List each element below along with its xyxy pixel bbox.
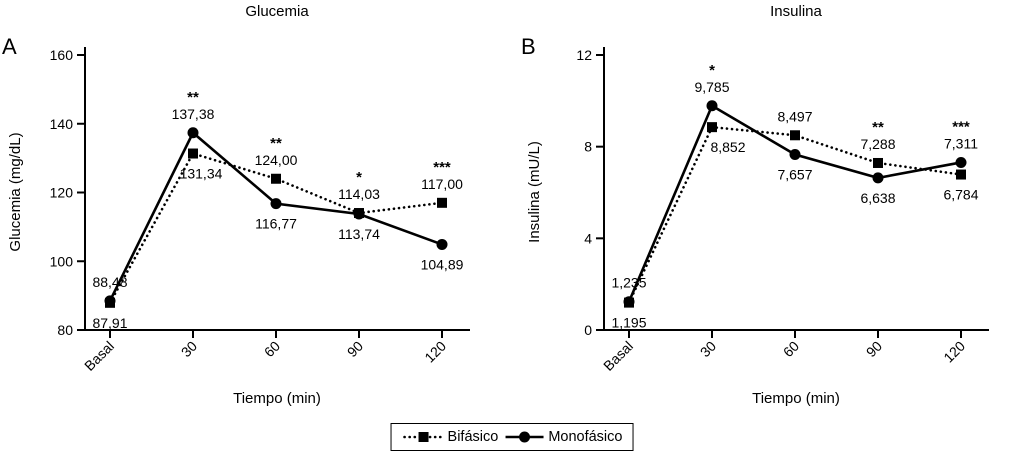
- y-tick-label: 160: [50, 47, 74, 63]
- y-tick-label: 120: [50, 185, 74, 201]
- y-tick-label: 4: [584, 230, 592, 246]
- point-label: 6,638: [860, 190, 895, 206]
- panel-insulina: B Insulina Insulina (mU/L) Tiempo (min) …: [519, 0, 1024, 415]
- point-label: 137,38: [172, 106, 215, 122]
- point-label: 116,77: [255, 216, 297, 232]
- x-tick-label: 120: [421, 338, 449, 366]
- panel-glucemia: A Glucemia Glucemia (mg/dL) Tiempo (min)…: [0, 0, 505, 415]
- panel-letter-a: A: [2, 34, 17, 59]
- x-tick-label: 90: [344, 338, 366, 360]
- significance-marker: *: [709, 62, 715, 79]
- x-tick-label: Basal: [600, 338, 636, 374]
- significance-marker: **: [187, 89, 199, 106]
- bifasico-legend-marker: [403, 432, 444, 442]
- point-label: 117,00: [421, 176, 463, 192]
- series-line-bifásico: [627, 125, 963, 304]
- marker-circle: [436, 238, 448, 250]
- marker-square: [790, 130, 800, 141]
- y-tick-label: 140: [50, 116, 74, 132]
- significance-marker: ***: [433, 159, 451, 176]
- insulina-chart: B Insulina Insulina (mU/L) Tiempo (min) …: [521, 3, 989, 407]
- point-label: 104,89: [421, 256, 464, 272]
- marker-circle: [104, 295, 116, 307]
- point-label: 8,497: [777, 108, 812, 124]
- marker-circle: [955, 156, 967, 168]
- legend: Bifásico Monofásico: [390, 423, 634, 451]
- marker-circle: [353, 208, 365, 220]
- marker-circle: [187, 127, 199, 139]
- glucemia-y-axis-label: Glucemia (mg/dL): [7, 132, 24, 251]
- point-label: 114,03: [338, 186, 380, 202]
- y-tick-label: 100: [50, 253, 74, 269]
- legend-label-bifasico: Bifásico: [447, 429, 499, 445]
- x-tick-label: 60: [261, 338, 283, 360]
- marker-square: [188, 148, 198, 159]
- marker-square: [437, 197, 447, 208]
- point-label: 8,852: [710, 139, 745, 155]
- chart-panels: A Glucemia Glucemia (mg/dL) Tiempo (min)…: [0, 0, 1024, 415]
- point-label: 7,657: [777, 167, 812, 183]
- point-label: 87,91: [92, 315, 127, 331]
- marker-square: [873, 157, 883, 168]
- x-tick-label: Basal: [81, 338, 117, 374]
- x-tick-label: 30: [178, 338, 200, 360]
- significance-marker: **: [270, 135, 282, 152]
- x-tick-label: 30: [697, 338, 719, 360]
- point-label: 7,288: [860, 136, 895, 152]
- plot-area: 80 100 120 140 160 Basal 30 60 90 120 87,91 131,34 1…: [50, 47, 470, 374]
- point-label: 1,235: [611, 275, 646, 291]
- marker-square: [271, 173, 281, 184]
- glucemia-chart: A Glucemia Glucemia (mg/dL) Tiempo (min)…: [2, 3, 470, 407]
- x-tick-label: 120: [940, 338, 968, 366]
- point-label: 9,785: [694, 79, 729, 95]
- y-tick-label: 12: [576, 47, 592, 63]
- significance-marker: ***: [952, 118, 970, 135]
- x-tick-label: 60: [780, 338, 802, 360]
- y-tick-label: 80: [57, 322, 73, 338]
- marker-circle: [270, 198, 282, 210]
- significance-marker: **: [872, 119, 884, 136]
- insulina-y-axis-label: Insulina (mU/L): [526, 141, 543, 243]
- point-label: 113,74: [338, 226, 380, 242]
- glucemia-x-axis-label: Tiempo (min): [233, 390, 321, 407]
- point-label: 124,00: [255, 152, 298, 168]
- legend-label-monofasico: Monofásico: [548, 429, 623, 445]
- point-label: 6,784: [943, 187, 978, 203]
- significance-marker: *: [356, 169, 362, 186]
- point-label: 88,48: [92, 274, 127, 290]
- chart-title-glucemia: Glucemia: [245, 3, 309, 20]
- legend-item-monofasico: Monofásico: [502, 429, 622, 445]
- y-tick-label: 8: [584, 139, 592, 155]
- marker-circle: [706, 100, 718, 112]
- marker-circle: [872, 172, 884, 184]
- marker-square: [956, 169, 966, 180]
- marker-circle: [623, 296, 635, 308]
- marker-square: [707, 122, 717, 133]
- x-tick-label: 90: [863, 338, 885, 360]
- plot-area: 0 4 8 12 Basal 30 60 90 120 1,195 8,852 8,497 7,288 6…: [576, 47, 989, 374]
- chart-title-insulina: Insulina: [770, 3, 822, 20]
- legend-item-bifasico: Bifásico: [402, 429, 499, 445]
- y-tick-label: 0: [584, 322, 592, 338]
- point-label: 131,34: [180, 166, 223, 182]
- insulina-x-axis-label: Tiempo (min): [752, 390, 840, 407]
- point-label: 7,311: [944, 135, 978, 151]
- point-label: 1,195: [611, 315, 646, 331]
- panel-letter-b: B: [521, 34, 536, 59]
- monofasico-legend-marker: [505, 431, 544, 443]
- marker-circle: [789, 149, 801, 161]
